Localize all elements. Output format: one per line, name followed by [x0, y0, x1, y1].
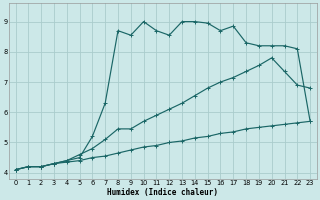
X-axis label: Humidex (Indice chaleur): Humidex (Indice chaleur)	[107, 188, 218, 197]
